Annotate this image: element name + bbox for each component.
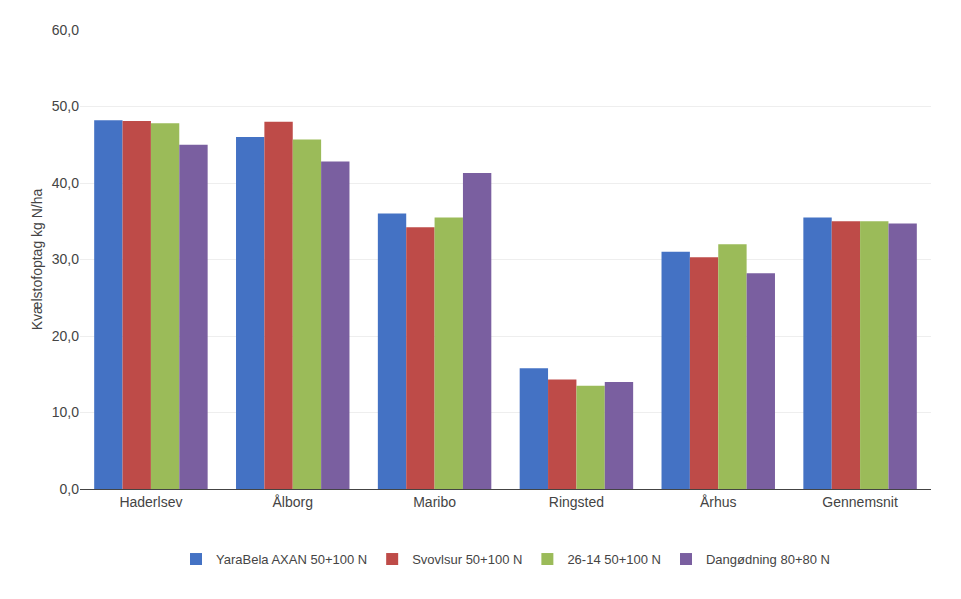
svg-text:60,0: 60,0 bbox=[52, 22, 79, 38]
svg-text:YaraBela AXAN 50+100 N: YaraBela AXAN 50+100 N bbox=[216, 552, 367, 567]
svg-text:Kvælstofoptag kg N/ha: Kvælstofoptag kg N/ha bbox=[29, 188, 45, 330]
svg-text:Ålborg: Ålborg bbox=[273, 494, 313, 510]
svg-text:Gennemsnit: Gennemsnit bbox=[822, 494, 898, 510]
svg-text:Ringsted: Ringsted bbox=[549, 494, 604, 510]
svg-text:26-14 50+100 N: 26-14 50+100 N bbox=[567, 552, 661, 567]
svg-text:Århus: Århus bbox=[700, 494, 737, 510]
svg-text:10,0: 10,0 bbox=[52, 404, 79, 420]
svg-text:Haderlsev: Haderlsev bbox=[119, 494, 182, 510]
svg-text:20,0: 20,0 bbox=[52, 328, 79, 344]
svg-text:Dangødning 80+80 N: Dangødning 80+80 N bbox=[706, 552, 830, 567]
svg-text:Maribo: Maribo bbox=[413, 494, 456, 510]
svg-text:0,0: 0,0 bbox=[60, 481, 80, 497]
svg-text:40,0: 40,0 bbox=[52, 175, 79, 191]
svg-text:30,0: 30,0 bbox=[52, 251, 79, 267]
svg-text:50,0: 50,0 bbox=[52, 98, 79, 114]
svg-text:Svovlsur 50+100 N: Svovlsur 50+100 N bbox=[412, 552, 522, 567]
